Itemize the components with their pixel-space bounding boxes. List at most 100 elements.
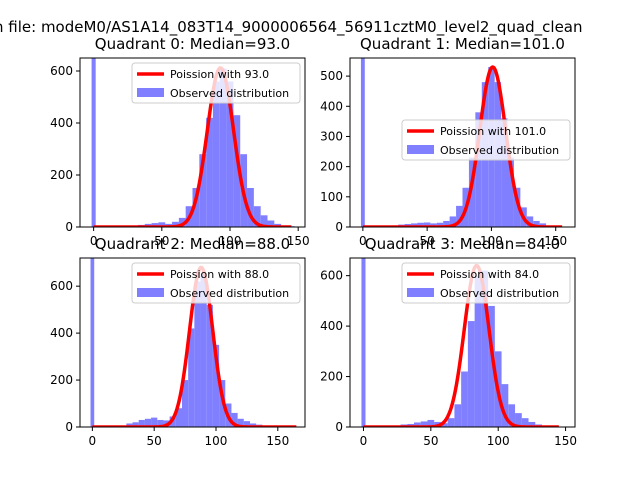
observed-bar [178,217,186,227]
observed-bar [461,371,468,427]
observed-bar [212,344,220,427]
observed-bar [267,220,275,227]
observed-bar [513,187,521,227]
observed-bar [219,68,227,227]
y-tick-label: 600 [320,269,343,283]
panel-title: Quadrant 3: Median=84.0 [365,235,560,253]
legend-observed-label: Observed distribution [170,287,289,300]
observed-bar [144,418,152,427]
observed-bar [237,418,244,427]
observed-bar [151,417,158,427]
y-tick-label: 0 [65,420,73,434]
observed-bar [440,423,448,427]
legend-observed-label: Observed distribution [170,87,289,100]
axes-frame [349,57,576,228]
x-tick-label: 150 [287,234,310,248]
axes-frame [79,257,306,428]
observed-bar [247,188,254,227]
observed-bar [507,157,514,227]
observed-bar [194,281,201,427]
observed-bar [481,270,489,427]
observed-bar [423,222,431,227]
observed-bar [533,220,540,227]
observed-bar [467,321,475,427]
x-tick-label: 100 [480,234,503,248]
x-tick-label: 150 [266,434,289,448]
observed-bar [411,223,418,227]
poisson-curve [92,66,293,227]
observed-bar [456,205,463,227]
observed-bar [447,418,455,427]
quadrant-3-panel: 0 50 100 150 0 200 400 600 Quadrant 3: Median=84… [320,235,577,448]
observed-bar [188,328,195,427]
observed-bar [231,412,238,427]
y-tick-label: 400 [50,116,73,130]
observed-bar [206,304,213,427]
legend-poisson-label: Poission with 101.0 [440,125,546,138]
observed-bar [233,115,241,227]
observed-bar [427,419,435,427]
legend: Poission with 93.0 Observed distribution [131,62,301,104]
x-tick-label: 100 [219,234,242,248]
observed-bar [515,413,522,427]
x-tick-label: 150 [554,434,577,448]
x-tick-label: 50 [420,234,435,248]
legend-frame [131,262,301,304]
y-tick-label: 600 [50,279,73,293]
observed-bar [443,220,450,227]
observed-bar [212,81,220,227]
observed-spike-bar [361,258,366,427]
quadrant-0-plot-area [91,58,295,227]
observed-bar [138,419,145,427]
x-tick-label: 0 [360,434,368,448]
y-tick-label: 600 [50,64,73,78]
observed-bar [157,419,164,427]
observed-bar [243,421,250,427]
observed-bar [449,216,457,227]
observed-bar [192,188,200,227]
legend-poisson-label: Poission with 88.0 [170,268,269,281]
observed-bar [528,421,536,427]
observed-bar [475,112,482,227]
legend-observed-swatch [137,288,164,297]
quadrant-0-panel: 0 50 100 150 0 200 400 600 Quadrant 0: Median=93… [50,35,310,248]
y-tick-label: 0 [335,420,343,434]
observed-bar [226,81,234,227]
observed-bar [430,223,437,227]
y-tick-label: 200 [50,373,73,387]
legend-observed-swatch [407,288,434,297]
observed-bar [508,404,516,427]
legend-frame [131,62,301,104]
y-tick-label: 400 [50,326,73,340]
x-tick-label: 100 [205,434,228,448]
observed-spike-bar [91,58,96,227]
legend: Poission with 101.0 Observed distribution [401,119,571,161]
legend-observed-label: Observed distribution [440,144,559,157]
observed-bar [132,422,139,427]
legend: Poission with 88.0 Observed distribution [131,262,301,304]
y-tick-label: 200 [320,160,343,174]
observed-bar [501,118,508,227]
x-tick-label: 150 [544,234,567,248]
observed-bar [172,221,179,227]
observed-bar [468,157,476,227]
observed-bar [413,422,421,427]
observed-bar [417,222,424,227]
observed-bar [501,384,509,427]
observed-bar [175,408,182,427]
x-tick-label: 0 [90,234,98,248]
observed-bar [126,423,133,427]
observed-bar [521,418,529,427]
y-tick-label: 300 [320,129,343,143]
legend-poisson-label: Poission with 93.0 [170,68,269,81]
legend-frame [401,262,571,304]
y-tick-label: 200 [50,168,73,182]
panel-title: Quadrant 2: Median=88.0 [95,235,290,253]
legend-observed-swatch [407,145,434,154]
observed-spike-bar [90,258,95,427]
observed-bar [206,117,213,227]
y-tick-label: 0 [335,220,343,234]
observed-bar [200,274,207,427]
legend-observed-swatch [137,88,164,97]
